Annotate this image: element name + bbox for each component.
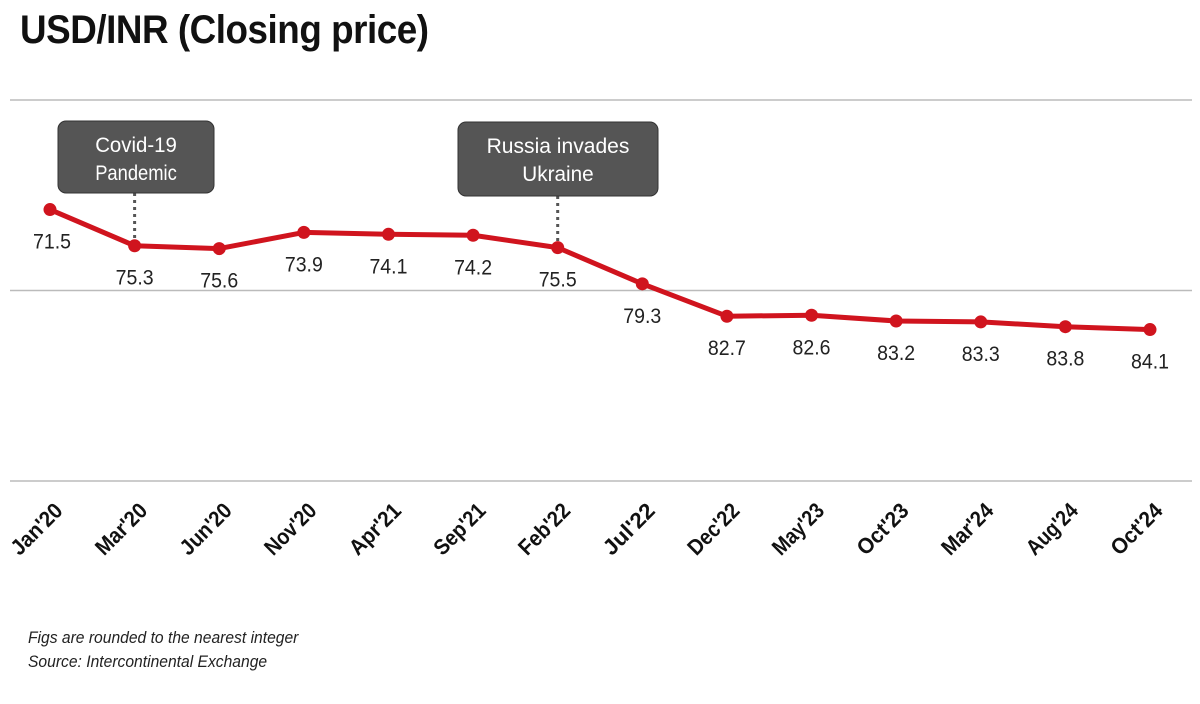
data-label: 79.3 — [623, 305, 661, 328]
data-point — [889, 314, 903, 328]
data-label: 83.2 — [877, 342, 915, 365]
data-label: 82.6 — [793, 336, 831, 359]
data-point — [635, 277, 649, 291]
data-point — [551, 241, 565, 255]
annotation-text: Ukraine — [522, 163, 593, 186]
source-note: Source: Intercontinental Exchange — [28, 652, 268, 671]
x-tick-label: Oct'24 — [1105, 497, 1168, 560]
x-tick-label: Oct'23 — [851, 498, 913, 560]
data-label: 83.3 — [962, 343, 1000, 366]
data-point — [1143, 323, 1157, 337]
annotation-text: Russia invades — [487, 135, 630, 158]
data-label: 73.9 — [285, 253, 323, 276]
data-label: 82.7 — [708, 337, 746, 360]
line-chart: Covid-19 Pandemic Russia invades Ukraine 71.… — [5, 99, 1192, 560]
annotation-box — [57, 120, 215, 194]
data-label: 74.1 — [369, 255, 407, 278]
x-tick-label: Nov'20 — [259, 498, 321, 560]
annotation-text: Pandemic — [95, 162, 177, 185]
annotation-box — [457, 121, 659, 197]
series-line — [49, 207, 1151, 333]
footnote: Figs are rounded to the nearest integer — [28, 628, 299, 647]
x-tick-label: Feb'22 — [513, 498, 575, 560]
chart-title: USD/INR (Closing price) — [20, 8, 429, 52]
annotation-text: Covid-19 — [95, 134, 177, 157]
data-point — [805, 308, 819, 322]
data-point — [466, 228, 480, 242]
data-label: 74.2 — [454, 256, 492, 279]
data-label: 83.8 — [1046, 348, 1084, 371]
x-tick-label: Jun'20 — [175, 498, 237, 560]
data-point — [212, 242, 226, 256]
data-point — [381, 227, 395, 241]
x-tick-label: Apr'21 — [344, 498, 406, 560]
data-point — [1058, 320, 1072, 334]
data-label: 75.6 — [200, 270, 238, 293]
data-point — [974, 315, 988, 329]
data-point — [43, 203, 57, 217]
x-tick-label: Jul'22 — [598, 498, 660, 560]
x-tick-label: Sep'21 — [428, 498, 490, 560]
x-tick-label: Aug'24 — [1021, 497, 1084, 560]
data-label: 71.5 — [33, 231, 71, 254]
x-tick-label: Mar'20 — [90, 498, 152, 560]
x-tick-label: Jan'20 — [5, 498, 67, 560]
x-tick-label: Dec'22 — [682, 498, 744, 560]
x-tick-label: May'23 — [767, 498, 829, 560]
data-label: 75.3 — [116, 267, 154, 290]
data-label: 84.1 — [1131, 351, 1169, 374]
data-point — [720, 309, 734, 323]
data-label: 75.5 — [539, 269, 577, 292]
x-tick-label: Mar'24 — [936, 497, 999, 560]
data-point — [297, 225, 311, 239]
data-point — [128, 239, 142, 253]
